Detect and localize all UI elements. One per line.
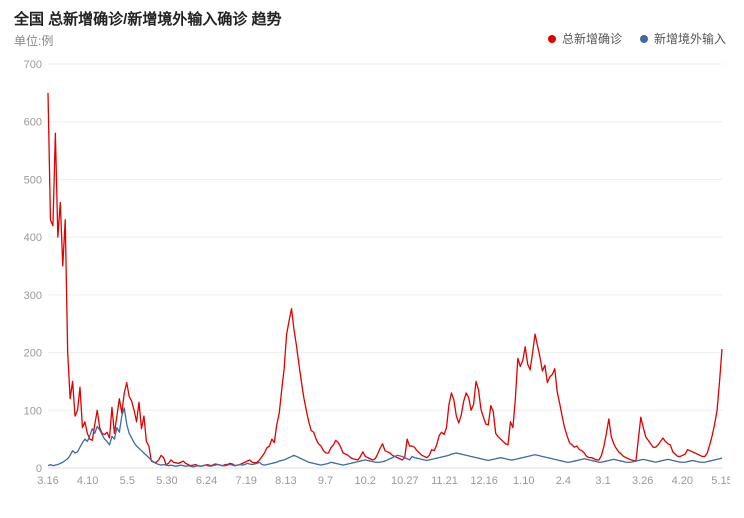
chart-container: 全国 总新增确诊/新增境外输入确诊 趋势 单位:例 总新增确诊 新增境外输入 0… — [0, 0, 744, 518]
svg-text:9.7: 9.7 — [318, 475, 333, 487]
svg-text:5.15: 5.15 — [711, 475, 730, 487]
svg-text:10.27: 10.27 — [391, 475, 419, 487]
chart-svg: 0 100 200 300 400 500 600 700 3.16 4.10 5.5 5.30 6.2… — [14, 56, 730, 494]
svg-text:11.21: 11.21 — [431, 475, 458, 487]
svg-text:3.1: 3.1 — [595, 475, 610, 487]
svg-text:1.10: 1.10 — [513, 475, 534, 487]
svg-text:5.5: 5.5 — [120, 475, 135, 487]
svg-text:2.4: 2.4 — [556, 475, 571, 487]
chart-title: 全国 总新增确诊/新增境外输入确诊 趋势 — [14, 8, 282, 29]
legend-dot-series1 — [548, 35, 556, 43]
svg-text:700: 700 — [24, 59, 42, 71]
svg-text:4.20: 4.20 — [672, 475, 693, 487]
svg-text:8.13: 8.13 — [275, 475, 296, 487]
svg-text:5.30: 5.30 — [156, 475, 177, 487]
legend-item-series2: 新增境外输入 — [640, 30, 726, 47]
svg-text:10.2: 10.2 — [354, 475, 375, 487]
svg-text:4.10: 4.10 — [77, 475, 98, 487]
legend-label-series2: 新增境外输入 — [654, 30, 726, 47]
legend-dot-series2 — [640, 35, 648, 43]
svg-text:500: 500 — [24, 174, 42, 186]
legend-item-series1: 总新增确诊 — [548, 30, 622, 47]
svg-text:3.26: 3.26 — [632, 475, 653, 487]
svg-text:100: 100 — [24, 405, 42, 417]
y-axis-unit: 单位:例 — [14, 32, 53, 49]
svg-text:3.16: 3.16 — [37, 475, 58, 487]
svg-text:400: 400 — [24, 232, 42, 244]
svg-text:200: 200 — [24, 348, 42, 360]
legend-label-series1: 总新增确诊 — [562, 30, 622, 47]
svg-text:6.24: 6.24 — [196, 475, 217, 487]
svg-text:600: 600 — [24, 117, 42, 129]
plot-area: 0 100 200 300 400 500 600 700 3.16 4.10 5.5 5.30 6.2… — [14, 56, 730, 494]
legend: 总新增确诊 新增境外输入 — [548, 30, 726, 47]
svg-text:12.16: 12.16 — [470, 475, 498, 487]
svg-text:7.19: 7.19 — [236, 475, 257, 487]
svg-text:0: 0 — [36, 463, 42, 475]
svg-text:300: 300 — [24, 290, 42, 302]
